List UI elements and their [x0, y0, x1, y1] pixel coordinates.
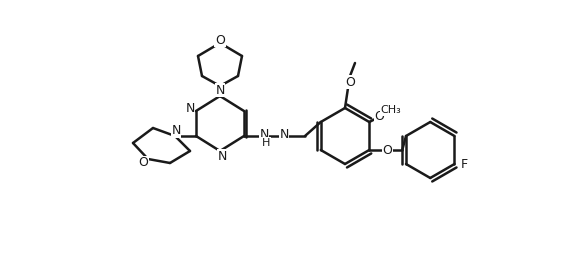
Text: N: N	[279, 127, 289, 140]
Text: O: O	[383, 144, 392, 156]
Text: O: O	[138, 156, 148, 169]
Text: F: F	[461, 157, 468, 170]
Text: N: N	[171, 124, 181, 137]
Text: N: N	[215, 83, 225, 96]
Text: O: O	[374, 111, 384, 124]
Text: H: H	[262, 138, 270, 148]
Text: CH₃: CH₃	[381, 105, 402, 115]
Text: N: N	[218, 150, 227, 163]
Text: O: O	[215, 34, 225, 47]
Text: N: N	[259, 127, 269, 140]
Text: N: N	[185, 102, 195, 115]
Text: O: O	[345, 76, 355, 89]
